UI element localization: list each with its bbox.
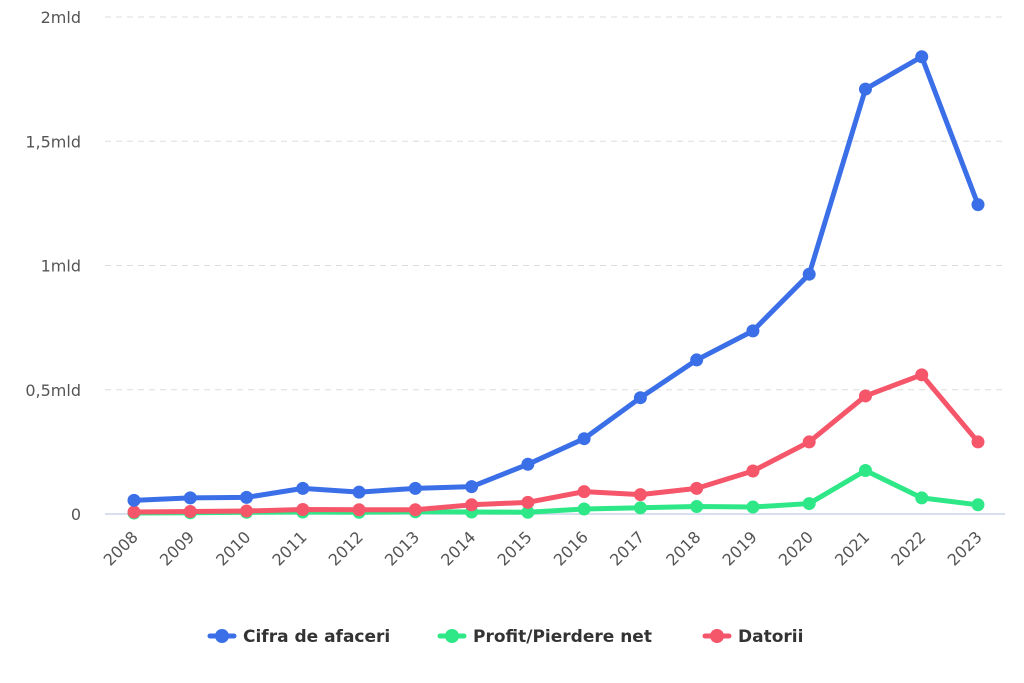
legend-label: Cifra de afaceri <box>243 627 390 647</box>
data-point[interactable] <box>577 432 591 446</box>
data-point[interactable] <box>240 490 254 504</box>
series-line <box>131 372 981 515</box>
y-axis-ticks: 0 0,5mld 1mld 1,5mld 2mld <box>25 8 81 524</box>
y-tick-label: 0 <box>71 505 81 524</box>
data-point[interactable] <box>296 481 310 495</box>
x-tick-label: 2017 <box>606 527 648 569</box>
series-line <box>131 468 981 516</box>
data-point[interactable] <box>690 481 704 495</box>
data-point[interactable] <box>971 435 985 449</box>
y-tick-label: 1mld <box>41 257 81 276</box>
data-point[interactable] <box>915 50 929 64</box>
data-point[interactable] <box>577 502 591 516</box>
data-point[interactable] <box>127 493 141 507</box>
data-point[interactable] <box>296 503 310 517</box>
data-point[interactable] <box>127 505 141 519</box>
legend-item[interactable]: Datorii <box>702 627 803 647</box>
data-point[interactable] <box>183 491 197 505</box>
data-point[interactable] <box>690 353 704 367</box>
x-tick-label: 2018 <box>662 527 704 569</box>
data-point[interactable] <box>633 391 647 405</box>
x-tick-label: 2019 <box>719 527 761 569</box>
x-tick-label: 2022 <box>887 527 929 569</box>
data-point[interactable] <box>858 464 872 478</box>
data-point[interactable] <box>746 464 760 478</box>
x-axis: 2008 2009 2010 2011 2012 2013 2014 2015 2016 2017… <box>100 513 1005 570</box>
data-point[interactable] <box>183 505 197 519</box>
x-tick-label: 2014 <box>437 527 479 569</box>
data-point[interactable] <box>352 503 366 517</box>
y-tick-label: 1,5mld <box>25 132 81 151</box>
data-point[interactable] <box>521 457 535 471</box>
series-lines <box>127 50 985 520</box>
data-point[interactable] <box>690 500 704 514</box>
legend-item[interactable]: Profit/Pierdere net <box>437 627 652 647</box>
legend-item[interactable]: Cifra de afaceri <box>207 627 390 647</box>
data-point[interactable] <box>915 491 929 505</box>
data-point[interactable] <box>465 480 479 494</box>
x-tick-label: 2012 <box>325 527 367 569</box>
data-point[interactable] <box>802 435 816 449</box>
legend-marker-icon <box>445 629 459 643</box>
series-line <box>131 54 981 503</box>
series-datorii <box>127 368 985 519</box>
data-point[interactable] <box>858 389 872 403</box>
data-point[interactable] <box>746 324 760 338</box>
data-point[interactable] <box>240 504 254 518</box>
data-point[interactable] <box>915 368 929 382</box>
data-point[interactable] <box>858 82 872 96</box>
grid-lines <box>105 16 1005 391</box>
data-point[interactable] <box>521 495 535 509</box>
data-point[interactable] <box>633 501 647 515</box>
x-tick-label: 2021 <box>831 527 873 569</box>
y-tick-label: 2mld <box>41 8 81 27</box>
legend-marker-icon <box>215 629 229 643</box>
data-point[interactable] <box>633 488 647 502</box>
legend-label: Datorii <box>738 627 803 647</box>
legend-marker-icon <box>710 629 724 643</box>
x-tick-label: 2020 <box>775 527 817 569</box>
data-point[interactable] <box>577 485 591 499</box>
data-point[interactable] <box>408 503 422 517</box>
x-tick-label: 2015 <box>493 527 535 569</box>
series-cifra-de-afaceri <box>127 50 985 507</box>
data-point[interactable] <box>352 485 366 499</box>
data-point[interactable] <box>746 500 760 514</box>
data-point[interactable] <box>802 497 816 511</box>
y-tick-label: 0,5mld <box>25 381 81 400</box>
x-tick-label: 2013 <box>381 527 423 569</box>
data-point[interactable] <box>802 267 816 281</box>
x-tick-label: 2023 <box>944 527 986 569</box>
legend: Cifra de afaceri Profit/Pierdere net Dator… <box>207 627 803 647</box>
legend-label: Profit/Pierdere net <box>473 627 652 647</box>
data-point[interactable] <box>521 505 535 519</box>
data-point[interactable] <box>465 498 479 512</box>
x-tick-label: 2016 <box>550 527 592 569</box>
x-tick-label: 2010 <box>212 527 254 569</box>
data-point[interactable] <box>971 498 985 512</box>
data-point[interactable] <box>408 481 422 495</box>
x-tick-label: 2008 <box>100 527 142 569</box>
x-tick-label: 2009 <box>156 527 198 569</box>
data-point[interactable] <box>971 198 985 212</box>
x-tick-label: 2011 <box>268 527 310 569</box>
